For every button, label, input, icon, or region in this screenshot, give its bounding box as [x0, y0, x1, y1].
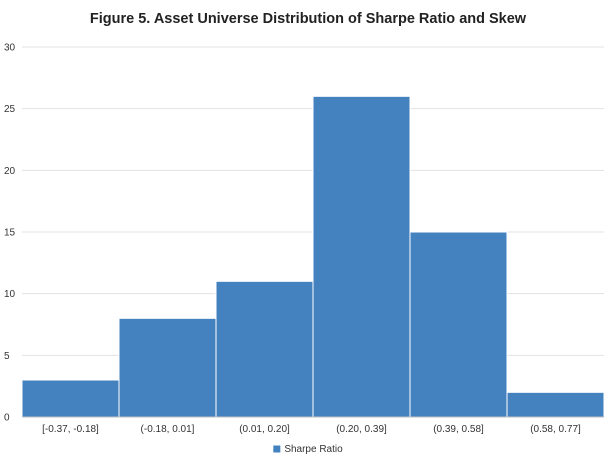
bars [21, 95, 605, 418]
histogram-bar [118, 317, 217, 418]
y-tick-label: 10 [4, 289, 16, 300]
y-axis: 0 5 10 15 20 25 30 [4, 43, 16, 424]
y-tick-label: 25 [4, 104, 16, 115]
x-tick-label: (0.20, 0.39] [336, 424, 387, 435]
y-tick-label: 0 [4, 413, 10, 424]
x-tick-label: (-0.18, 0.01] [141, 424, 195, 435]
histogram-bar [506, 391, 605, 418]
y-tick-label: 15 [4, 228, 16, 239]
y-tick-label: 5 [4, 351, 10, 362]
x-tick-label: (0.39, 0.58] [433, 424, 484, 435]
legend: Sharpe Ratio [273, 444, 343, 455]
y-tick-label: 30 [4, 43, 16, 54]
x-tick-label: [-0.37, -0.18] [42, 424, 99, 435]
legend-label: Sharpe Ratio [284, 444, 343, 455]
histogram-bar [21, 379, 120, 418]
histogram-bar [215, 280, 314, 418]
histogram-bar [312, 95, 411, 418]
y-tick-label: 20 [4, 166, 16, 177]
x-axis: [-0.37, -0.18] (-0.18, 0.01] (0.01, 0.20] (… [42, 424, 581, 435]
x-tick-label: (0.58, 0.77] [530, 424, 581, 435]
x-tick-label: (0.01, 0.20] [239, 424, 290, 435]
histogram-bar [409, 231, 508, 418]
legend-swatch [273, 445, 281, 453]
chart-title: Figure 5. Asset Universe Distribution of… [90, 11, 527, 27]
